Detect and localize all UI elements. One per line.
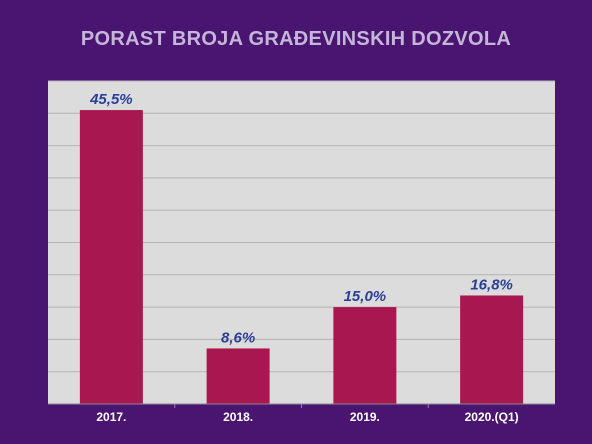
bar xyxy=(79,110,143,404)
bar xyxy=(333,307,397,404)
x-tick-label: 2019. xyxy=(350,410,380,424)
data-label: 45,5% xyxy=(89,91,133,108)
data-labels: 45,5% 8,6% 15,0% 16,8% xyxy=(89,91,513,346)
data-label: 16,8% xyxy=(470,276,513,293)
bar xyxy=(206,348,270,404)
bar xyxy=(460,295,524,404)
x-tick-labels: 2017. 2018. 2019. 2020.(Q1) xyxy=(96,410,518,424)
x-tick-label: 2020.(Q1) xyxy=(465,410,519,424)
data-label: 15,0% xyxy=(344,288,387,305)
bars xyxy=(79,110,524,404)
x-axis xyxy=(48,403,555,408)
data-label: 8,6% xyxy=(221,329,255,346)
x-tick-label: 2017. xyxy=(96,410,126,424)
x-tick-label: 2018. xyxy=(223,410,253,424)
chart-title: PORAST BROJA GRAĐEVINSKIH DOZVOLA xyxy=(80,28,512,50)
